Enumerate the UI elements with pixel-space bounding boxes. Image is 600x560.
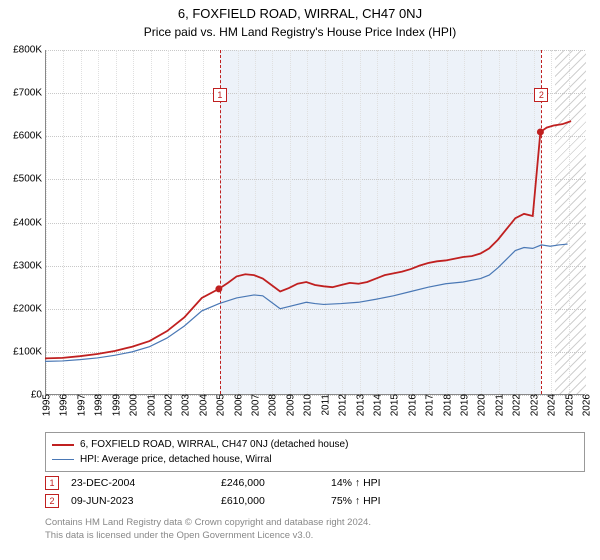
events-table: 1 23-DEC-2004£246,00014% ↑ HPI 2 09-JUN-202…	[45, 474, 585, 510]
x-axis-tick-label: 2019	[458, 394, 471, 416]
x-axis-tick-label: 1997	[74, 394, 87, 416]
y-axis-tick-label: £200K	[13, 303, 46, 314]
legend-label: 6, FOXFIELD ROAD, WIRRAL, CH47 0NJ (deta…	[80, 437, 348, 452]
event-price: £610,000	[221, 495, 331, 507]
y-axis-tick-label: £400K	[13, 217, 46, 228]
chart-subtitle: Price paid vs. HM Land Registry's House …	[0, 21, 600, 39]
series-dot	[215, 285, 222, 292]
chart-plot-area: £0£100K£200K£300K£400K£500K£600K£700K£80…	[45, 50, 585, 395]
x-axis-tick-label: 2018	[440, 394, 453, 416]
x-axis-tick-label: 2014	[370, 394, 383, 416]
x-axis-tick-label: 2024	[545, 394, 558, 416]
y-axis-tick-label: £100K	[13, 346, 46, 357]
x-axis-tick-label: 2001	[144, 394, 157, 416]
chart-legend: 6, FOXFIELD ROAD, WIRRAL, CH47 0NJ (deta…	[45, 432, 585, 472]
x-axis-tick-label: 2017	[423, 394, 436, 416]
x-axis-tick-label: 2010	[301, 394, 314, 416]
y-axis-tick-label: £800K	[13, 45, 46, 56]
x-axis-tick-label: 2000	[127, 394, 140, 416]
x-axis-tick-label: 1998	[92, 394, 105, 416]
x-axis-tick-label: 2011	[318, 394, 331, 416]
x-axis-tick-label: 2013	[353, 394, 366, 416]
x-axis-tick-label: 1999	[109, 394, 122, 416]
y-axis-tick-label: £600K	[13, 131, 46, 142]
event-pct: 75% ↑ HPI	[331, 495, 585, 507]
chart-container: 6, FOXFIELD ROAD, WIRRAL, CH47 0NJ Price…	[0, 0, 600, 560]
event-pct: 14% ↑ HPI	[331, 477, 585, 489]
x-axis-tick-label: 1995	[40, 394, 53, 416]
x-axis-tick-label: 2006	[231, 394, 244, 416]
event-date: 23-DEC-2004	[71, 477, 221, 489]
x-axis-tick-label: 2009	[283, 394, 296, 416]
y-axis-tick-label: £500K	[13, 174, 46, 185]
legend-swatch	[52, 444, 74, 446]
x-axis-tick-label: 2023	[527, 394, 540, 416]
x-axis-tick-label: 2008	[266, 394, 279, 416]
series-line-hpi	[45, 244, 568, 361]
y-axis-tick-label: £700K	[13, 88, 46, 99]
series-dot	[537, 128, 544, 135]
footer-attribution: Contains HM Land Registry data © Crown c…	[45, 516, 585, 542]
event-marker-box: 1	[45, 476, 59, 490]
y-axis-tick-label: £300K	[13, 260, 46, 271]
event-price: £246,000	[221, 477, 331, 489]
x-axis-tick-label: 2025	[562, 394, 575, 416]
event-marker-box: 2	[45, 494, 59, 508]
event-row: 2 09-JUN-2023£610,00075% ↑ HPI	[45, 492, 585, 510]
x-axis-tick-label: 2003	[179, 394, 192, 416]
x-axis-tick-label: 2022	[510, 394, 523, 416]
series-line-property	[45, 121, 571, 358]
x-axis-tick-label: 2012	[336, 394, 349, 416]
x-axis-tick-label: 2015	[388, 394, 401, 416]
footer-line-1: Contains HM Land Registry data © Crown c…	[45, 516, 585, 529]
legend-item: HPI: Average price, detached house, Wirr…	[52, 452, 578, 467]
x-axis-tick-label: 2007	[249, 394, 262, 416]
x-axis-tick-label: 2004	[196, 394, 209, 416]
x-axis-tick-label: 2020	[475, 394, 488, 416]
footer-line-2: This data is licensed under the Open Gov…	[45, 529, 585, 542]
x-axis-tick-label: 2016	[405, 394, 418, 416]
chart-lines-svg	[45, 50, 585, 395]
event-date: 09-JUN-2023	[71, 495, 221, 507]
chart-title: 6, FOXFIELD ROAD, WIRRAL, CH47 0NJ	[0, 0, 600, 21]
x-axis-tick-label: 2021	[492, 394, 505, 416]
legend-swatch	[52, 459, 74, 460]
x-axis-tick-label: 1996	[57, 394, 70, 416]
legend-item: 6, FOXFIELD ROAD, WIRRAL, CH47 0NJ (deta…	[52, 437, 578, 452]
x-axis-tick-label: 2026	[580, 394, 593, 416]
x-axis-tick-label: 2005	[214, 394, 227, 416]
event-row: 1 23-DEC-2004£246,00014% ↑ HPI	[45, 474, 585, 492]
x-axis-tick-label: 2002	[161, 394, 174, 416]
legend-label: HPI: Average price, detached house, Wirr…	[80, 452, 272, 467]
